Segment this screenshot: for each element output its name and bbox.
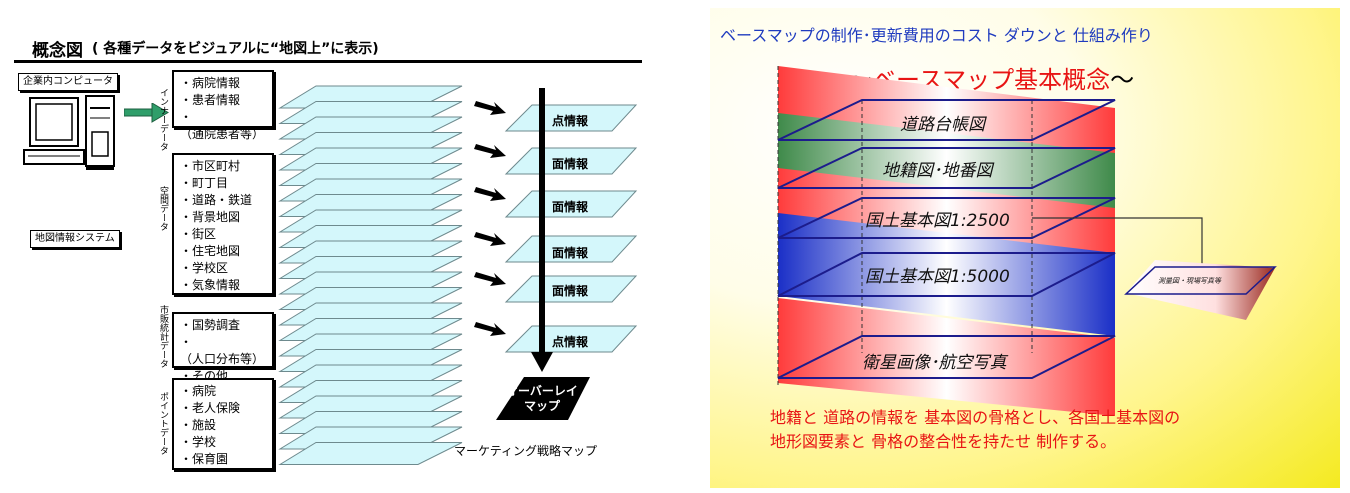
info-arrow-icon [474, 272, 506, 286]
description-line2: 地形図要素と 骨格の整合性を持たせ 制作する。 [770, 432, 1117, 451]
item: 住宅地図 [180, 243, 266, 260]
info-layer-shape [504, 147, 638, 175]
layer-label-cadastral-map: 地籍図･地番図 [882, 161, 993, 181]
overlay-map-line1: オーバーレイ [506, 384, 578, 398]
category-label-spatial-data: 空間データ [158, 186, 168, 231]
info-layer-label: 面情報 [552, 246, 589, 260]
item: 施設 [180, 417, 266, 434]
info-layer-label: 点情報 [552, 335, 589, 349]
info-layer-shape [504, 275, 638, 303]
info-layer-shape [504, 104, 638, 132]
category-label-point-data: ポイントデータ [158, 392, 168, 455]
item: 気象情報 [180, 277, 266, 294]
description-line1: 地籍と 道路の情報を 基本図の骨格とし、各国土基本図の [770, 408, 1181, 427]
info-layer-label: 面情報 [552, 200, 589, 214]
computer-label: 企業内コンピュータ [18, 73, 118, 91]
info-layer-shape [504, 235, 638, 263]
basemap-concept-panel: ベースマップの制作･更新費用のコスト ダウンと 仕組み作り ～ベースマップ基本概… [710, 8, 1340, 488]
item: 背景地図 [180, 209, 266, 226]
layer-label-road-ledger: 道路台帳図 [900, 115, 985, 135]
layer-stack-diagram [777, 66, 1277, 416]
data-sheet [278, 442, 463, 465]
item: 病院情報 [180, 75, 266, 92]
info-layer-label: 面情報 [552, 284, 589, 298]
side-layer-label: 測量図・現場写真等 [1158, 277, 1221, 285]
marketing-map-caption: マーケティング戦略マップ [454, 444, 598, 458]
databox-spatial-data: 市区町村 町丁目 道路・鉄道 背景地図 街区 住宅地図 学校区 気象情報 [172, 153, 274, 295]
overlay-map-label: オーバーレイ マップ [502, 384, 582, 414]
item: 病院 [180, 383, 266, 400]
item: 町丁目 [180, 175, 266, 192]
heading-tilde-right: ～ [1110, 66, 1135, 94]
computer-icon [23, 95, 115, 170]
vertical-arrow-shaft [539, 88, 545, 358]
left-subtitle: ( 各種データをビジュアルに“地図上”に表示) [92, 41, 379, 57]
item: （通院患者等） [180, 109, 266, 143]
databox-inner-data: 病院情報 患者情報 （通院患者等） [172, 70, 274, 141]
layer-label-basic-map-5000: 国土基本図1:5000 [865, 267, 1010, 287]
item: 学校区 [180, 260, 266, 277]
item: 患者情報 [180, 92, 266, 109]
item: 老人保険 [180, 400, 266, 417]
databox-statistics-data: 国勢調査 （人口分布等） その他 [172, 312, 274, 383]
vertical-arrow-head [531, 352, 553, 372]
item: 道路・鉄道 [180, 192, 266, 209]
databox-point-data: 病院 老人保険 施設 学校 保育園 [172, 378, 274, 470]
right-description: 地籍と 道路の情報を 基本図の骨格とし、各国土基本図の 地形図要素と 骨格の整合… [770, 406, 1180, 454]
item: 国勢調査 [180, 317, 266, 334]
overlay-map-line2: マップ [523, 399, 560, 413]
info-layer-shape [504, 190, 638, 218]
info-layer-label: 面情報 [552, 157, 589, 171]
title-underline [14, 60, 642, 63]
layer-label-basic-map-2500: 国土基本図1:2500 [865, 211, 1010, 231]
layer-label-satellite-aerial: 衛星画像･航空写真 [862, 353, 1007, 373]
overlay-map-shape [496, 377, 590, 420]
info-arrow-icon [474, 101, 506, 115]
right-title: ベースマップの制作･更新費用のコスト ダウンと 仕組み作り [720, 26, 1153, 45]
item: 学校 [180, 434, 266, 451]
category-label-inner-data: インナーデータ [158, 88, 168, 151]
data-sheet-stack [278, 85, 638, 465]
info-layer-shape [504, 325, 638, 353]
green-arrow-icon [124, 103, 169, 123]
category-label-statistics-data: 市販統計データ [158, 305, 168, 368]
item: 街区 [180, 226, 266, 243]
item: （人口分布等） [180, 334, 266, 368]
item: 保育園 [180, 451, 266, 468]
item: 市区町村 [180, 158, 266, 175]
info-arrow-icon [474, 187, 506, 201]
info-arrow-icon [474, 322, 506, 336]
concept-diagram-panel: 概念図 ( 各種データをビジュアルに“地図上”に表示) 企業内コンピュータ 地図… [0, 0, 700, 493]
gis-label: 地図情報システム [30, 230, 120, 248]
info-arrow-icon [474, 232, 506, 246]
info-layer-label: 点情報 [552, 114, 589, 128]
left-title: 概念図 [32, 41, 83, 61]
info-arrow-icon [474, 144, 506, 158]
